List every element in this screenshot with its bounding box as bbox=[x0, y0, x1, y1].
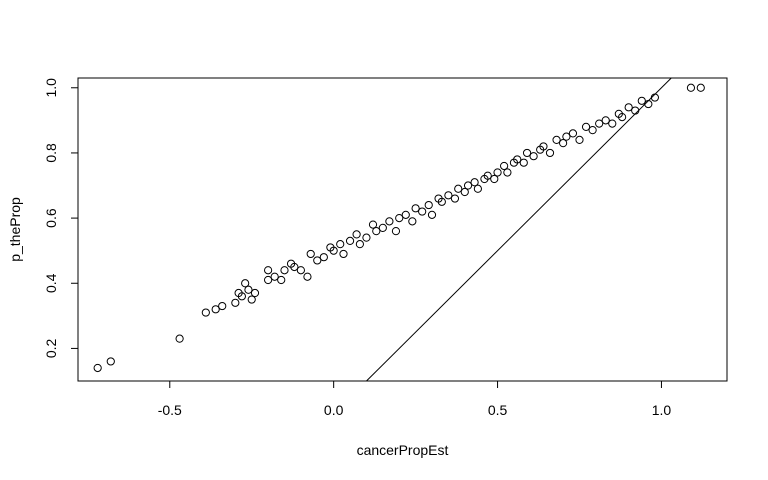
data-point bbox=[463, 181, 473, 190]
data-point bbox=[529, 152, 538, 161]
data-point bbox=[362, 233, 371, 242]
data-point bbox=[552, 135, 561, 145]
data-point bbox=[581, 122, 591, 131]
points-layer bbox=[93, 83, 705, 373]
data-point bbox=[391, 227, 401, 236]
data-point bbox=[473, 184, 482, 193]
data-point bbox=[444, 191, 453, 200]
y-tick-label: 0.4 bbox=[43, 273, 59, 293]
data-point bbox=[201, 308, 210, 317]
data-point bbox=[503, 168, 512, 177]
data-point bbox=[372, 227, 381, 236]
data-point bbox=[454, 184, 463, 193]
data-point bbox=[336, 240, 345, 249]
data-point bbox=[211, 305, 220, 314]
data-point bbox=[519, 158, 528, 167]
data-point bbox=[470, 178, 479, 187]
data-point bbox=[618, 112, 627, 122]
data-point bbox=[595, 119, 604, 128]
data-point bbox=[345, 236, 355, 246]
data-point bbox=[218, 301, 227, 311]
data-point bbox=[395, 213, 404, 223]
y-tick-label: 0.8 bbox=[43, 143, 59, 163]
data-point bbox=[250, 288, 260, 298]
data-point bbox=[368, 220, 378, 229]
data-point bbox=[296, 266, 305, 275]
data-point bbox=[411, 204, 420, 213]
data-point bbox=[280, 266, 289, 275]
y-tick-label: 0.2 bbox=[43, 338, 59, 358]
x-axis: -0.5 0.0 0.5 1.0 bbox=[158, 380, 672, 418]
data-point bbox=[277, 275, 286, 285]
data-point bbox=[424, 200, 433, 210]
data-point bbox=[490, 174, 499, 184]
data-point bbox=[290, 262, 299, 272]
data-point bbox=[637, 96, 646, 105]
data-point bbox=[270, 272, 279, 281]
data-point bbox=[568, 129, 578, 138]
data-point bbox=[313, 256, 322, 265]
data-point bbox=[319, 253, 328, 262]
y-tick-label: 1.0 bbox=[43, 78, 59, 98]
data-point bbox=[244, 285, 253, 294]
data-point bbox=[513, 155, 522, 164]
data-point bbox=[493, 168, 502, 177]
data-point bbox=[378, 223, 387, 232]
data-point bbox=[437, 197, 446, 206]
data-point bbox=[339, 249, 348, 259]
data-point bbox=[355, 240, 364, 249]
x-tick-label: 1.0 bbox=[652, 402, 672, 418]
data-point bbox=[559, 139, 568, 148]
data-point bbox=[562, 132, 571, 141]
data-point bbox=[624, 103, 633, 112]
data-point bbox=[631, 106, 640, 115]
data-point bbox=[450, 194, 460, 203]
reference-line bbox=[366, 77, 672, 382]
x-tick-label: -0.5 bbox=[158, 402, 182, 418]
data-point bbox=[601, 116, 610, 125]
data-point bbox=[575, 135, 584, 145]
data-point bbox=[460, 187, 469, 197]
data-point bbox=[306, 249, 315, 259]
data-point bbox=[608, 119, 617, 128]
x-axis-label: cancerPropEst bbox=[357, 442, 449, 458]
data-point bbox=[264, 266, 273, 275]
y-tick-label: 0.6 bbox=[43, 208, 59, 228]
data-point bbox=[231, 298, 240, 307]
data-point bbox=[175, 334, 184, 343]
data-point bbox=[588, 126, 597, 135]
plot-frame bbox=[77, 77, 728, 382]
data-point bbox=[241, 279, 250, 288]
data-point bbox=[686, 83, 696, 92]
data-point bbox=[650, 93, 659, 102]
data-point bbox=[237, 292, 246, 301]
data-point bbox=[539, 142, 548, 151]
x-tick-label: 0.5 bbox=[488, 402, 508, 418]
data-point bbox=[500, 161, 509, 171]
data-point bbox=[329, 246, 338, 255]
data-point bbox=[483, 171, 492, 180]
data-point bbox=[696, 83, 705, 92]
data-point bbox=[545, 148, 555, 158]
data-point bbox=[408, 217, 417, 226]
data-point bbox=[247, 295, 256, 304]
data-point bbox=[427, 210, 437, 219]
data-point bbox=[401, 210, 410, 219]
y-axis-label: p_theProp bbox=[7, 197, 23, 262]
data-point bbox=[644, 99, 653, 109]
data-point bbox=[264, 275, 273, 285]
data-point bbox=[93, 363, 102, 373]
data-point bbox=[522, 148, 532, 158]
y-axis: 0.2 0.4 0.6 0.8 1.0 bbox=[43, 78, 79, 358]
data-point bbox=[418, 207, 427, 216]
data-point bbox=[303, 272, 312, 281]
data-point bbox=[352, 230, 361, 239]
data-point bbox=[106, 357, 115, 366]
x-tick-label: 0.0 bbox=[324, 402, 344, 418]
data-point bbox=[385, 217, 394, 226]
